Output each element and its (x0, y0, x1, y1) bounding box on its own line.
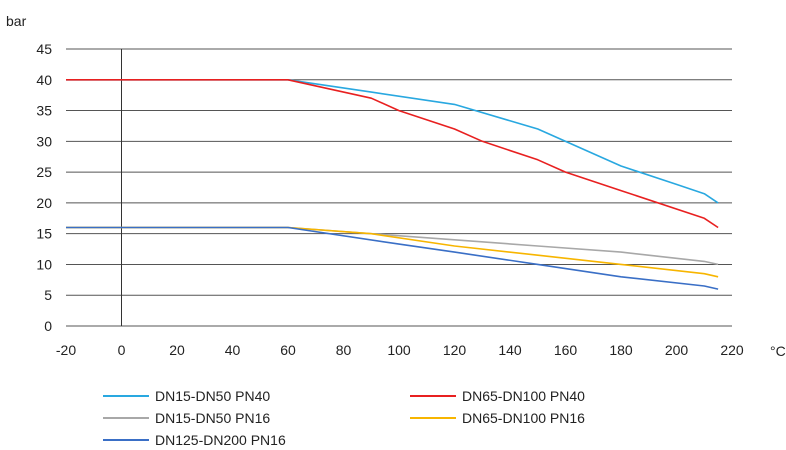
series-line-1 (66, 79, 719, 204)
x-tick-label: 40 (225, 342, 241, 358)
x-tick-label: 200 (665, 342, 689, 358)
series-line-2 (66, 79, 719, 229)
x-tick-label: 20 (169, 342, 185, 358)
series-line-5 (66, 226, 719, 290)
y-tick-label: 0 (44, 318, 52, 334)
legend-label: DN65-DN100 PN40 (462, 388, 585, 404)
series-lines (66, 79, 719, 290)
x-tick-label: 80 (336, 342, 352, 358)
x-tick-label: -20 (56, 342, 76, 358)
y-tick-labels: 0 5 10 15 20 25 30 35 40 45 (36, 41, 52, 334)
legend-label: DN65-DN100 PN16 (462, 410, 585, 426)
legend: DN15-DN50 PN40 DN65-DN100 PN40 DN15-DN50 P… (103, 388, 585, 448)
y-axis-unit-label: bar (6, 13, 27, 29)
legend-label: DN15-DN50 PN16 (155, 410, 270, 426)
x-tick-label: 0 (118, 342, 126, 358)
x-tick-label: 120 (443, 342, 467, 358)
y-tick-label: 20 (36, 195, 52, 211)
y-tick-label: 15 (36, 226, 52, 242)
y-tick-label: 45 (36, 41, 52, 57)
x-tick-label: 100 (387, 342, 411, 358)
y-tick-label: 10 (36, 256, 52, 272)
y-tick-label: 30 (36, 133, 52, 149)
series-line-4 (66, 226, 719, 278)
gridlines (66, 48, 732, 327)
x-tick-label: 140 (498, 342, 522, 358)
y-tick-label: 35 (36, 103, 52, 119)
x-axis-unit-label: °C (770, 343, 786, 359)
legend-label: DN15-DN50 PN40 (155, 388, 270, 404)
y-tick-label: 25 (36, 164, 52, 180)
x-tick-label: 220 (720, 342, 744, 358)
x-tick-label: 60 (280, 342, 296, 358)
y-tick-label: 40 (36, 72, 52, 88)
y-tick-label: 5 (44, 287, 52, 303)
x-tick-label: 160 (554, 342, 578, 358)
x-tick-labels: -20 0 20 40 60 80 100 120 140 160 180 200 220 (56, 342, 744, 358)
legend-label: DN125-DN200 PN16 (155, 432, 286, 448)
series-line-3 (66, 226, 719, 266)
x-tick-label: 180 (609, 342, 633, 358)
